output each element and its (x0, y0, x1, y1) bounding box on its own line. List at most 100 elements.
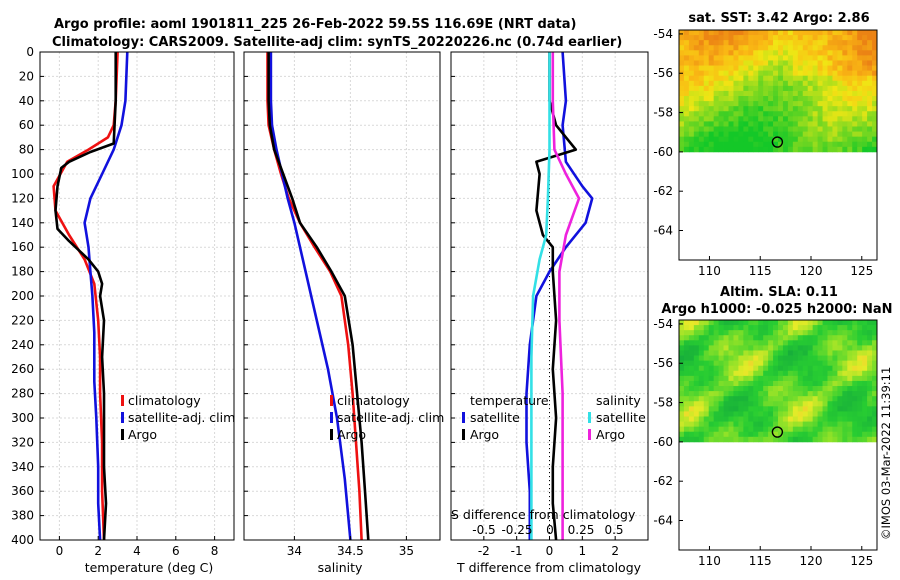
map-cell (703, 40, 710, 46)
map-cell (787, 426, 794, 433)
map-cell (773, 340, 779, 346)
map-cell (703, 401, 710, 407)
legend-t-argo: Argo (470, 427, 499, 442)
map-cell (782, 320, 789, 326)
map-cell (758, 106, 764, 112)
map-cell (822, 30, 828, 36)
map-cell (832, 101, 838, 107)
map-cell (773, 116, 779, 122)
map-cell (708, 411, 715, 417)
map-cell (812, 35, 818, 41)
map-cell (758, 111, 764, 117)
map-cell (778, 35, 784, 41)
map-cell (827, 85, 833, 92)
map-cell (827, 90, 833, 97)
map-cell (852, 55, 858, 61)
map-cell (763, 40, 769, 46)
map-cell (753, 365, 759, 372)
map-cell (713, 65, 719, 72)
map-cell (842, 40, 848, 46)
map-cell (768, 60, 774, 66)
legend-swatch-satellite (330, 412, 333, 423)
map-cell (827, 96, 833, 102)
map-cell (758, 35, 764, 41)
map-cell (847, 96, 853, 102)
map-cell (822, 350, 828, 356)
map-cell (703, 406, 710, 412)
map-cell (698, 70, 705, 77)
map-cell (872, 431, 878, 438)
map-cell (802, 50, 809, 56)
map-cell (807, 35, 814, 41)
map-cell (773, 101, 779, 107)
map-cell (688, 136, 695, 143)
map-cell (812, 325, 818, 331)
map-cell (807, 80, 814, 87)
x-tick-label: 110 (698, 264, 721, 278)
map-cell (733, 40, 739, 46)
map-cell (733, 436, 739, 443)
map-cell (693, 375, 700, 382)
map-cell (723, 330, 729, 336)
map-cell (708, 421, 715, 428)
map-cell (847, 30, 853, 36)
map-cell (837, 90, 843, 97)
map-cell (787, 90, 794, 97)
map-cell (703, 335, 710, 341)
map-cell (857, 80, 863, 87)
map-cell (822, 146, 828, 153)
map-cell (842, 106, 848, 112)
map-cell (748, 40, 754, 46)
map-cell (802, 90, 809, 97)
map-cell (797, 65, 804, 72)
map-cell (862, 365, 868, 372)
map-cell (758, 396, 764, 402)
map-cell (827, 60, 833, 66)
map-cell (693, 146, 700, 153)
map-cell (753, 106, 759, 112)
map-cell (768, 70, 774, 77)
map-cell (743, 391, 749, 397)
map-cell (738, 325, 744, 331)
map-cell (713, 360, 719, 367)
map-cell (807, 330, 814, 336)
map-cell (748, 416, 754, 422)
map-cell (807, 70, 814, 77)
map-cell (847, 85, 853, 92)
map-cell (703, 70, 710, 77)
map-cell (862, 60, 868, 66)
map-cell (867, 146, 873, 153)
map-cell (683, 30, 690, 36)
map-cell (827, 325, 833, 331)
x-tick-label: 2 (94, 544, 102, 558)
map-cell (708, 391, 715, 397)
map-cell (723, 320, 729, 326)
temperature-panel: 0 2 4 6 802040608010012014016018020022024026… (11, 45, 235, 558)
map-cell (807, 391, 814, 397)
map-cell (872, 401, 878, 407)
map-cell (718, 426, 724, 433)
map-cell (837, 30, 843, 36)
map-cell (708, 80, 715, 87)
salinity-diff-legend: salinity satellite Argo (588, 393, 646, 442)
map-cell (837, 121, 843, 127)
map-cell (768, 436, 774, 443)
map-cell (867, 65, 873, 72)
map-cell (738, 401, 744, 407)
map-cell (822, 35, 828, 41)
map-cell (867, 75, 873, 82)
map-cell (693, 426, 700, 433)
map-cell (832, 30, 838, 36)
map-cell (812, 50, 818, 56)
map-cell (713, 136, 719, 143)
map-cell (713, 131, 719, 138)
map-cell (807, 426, 814, 433)
map-cell (837, 380, 843, 387)
map-cell (768, 380, 774, 387)
map-cell (679, 431, 685, 438)
map-cell (787, 386, 794, 392)
map-cell (748, 131, 754, 138)
map-cell (723, 106, 729, 112)
map-cell (718, 350, 724, 356)
map-cell (827, 146, 833, 153)
